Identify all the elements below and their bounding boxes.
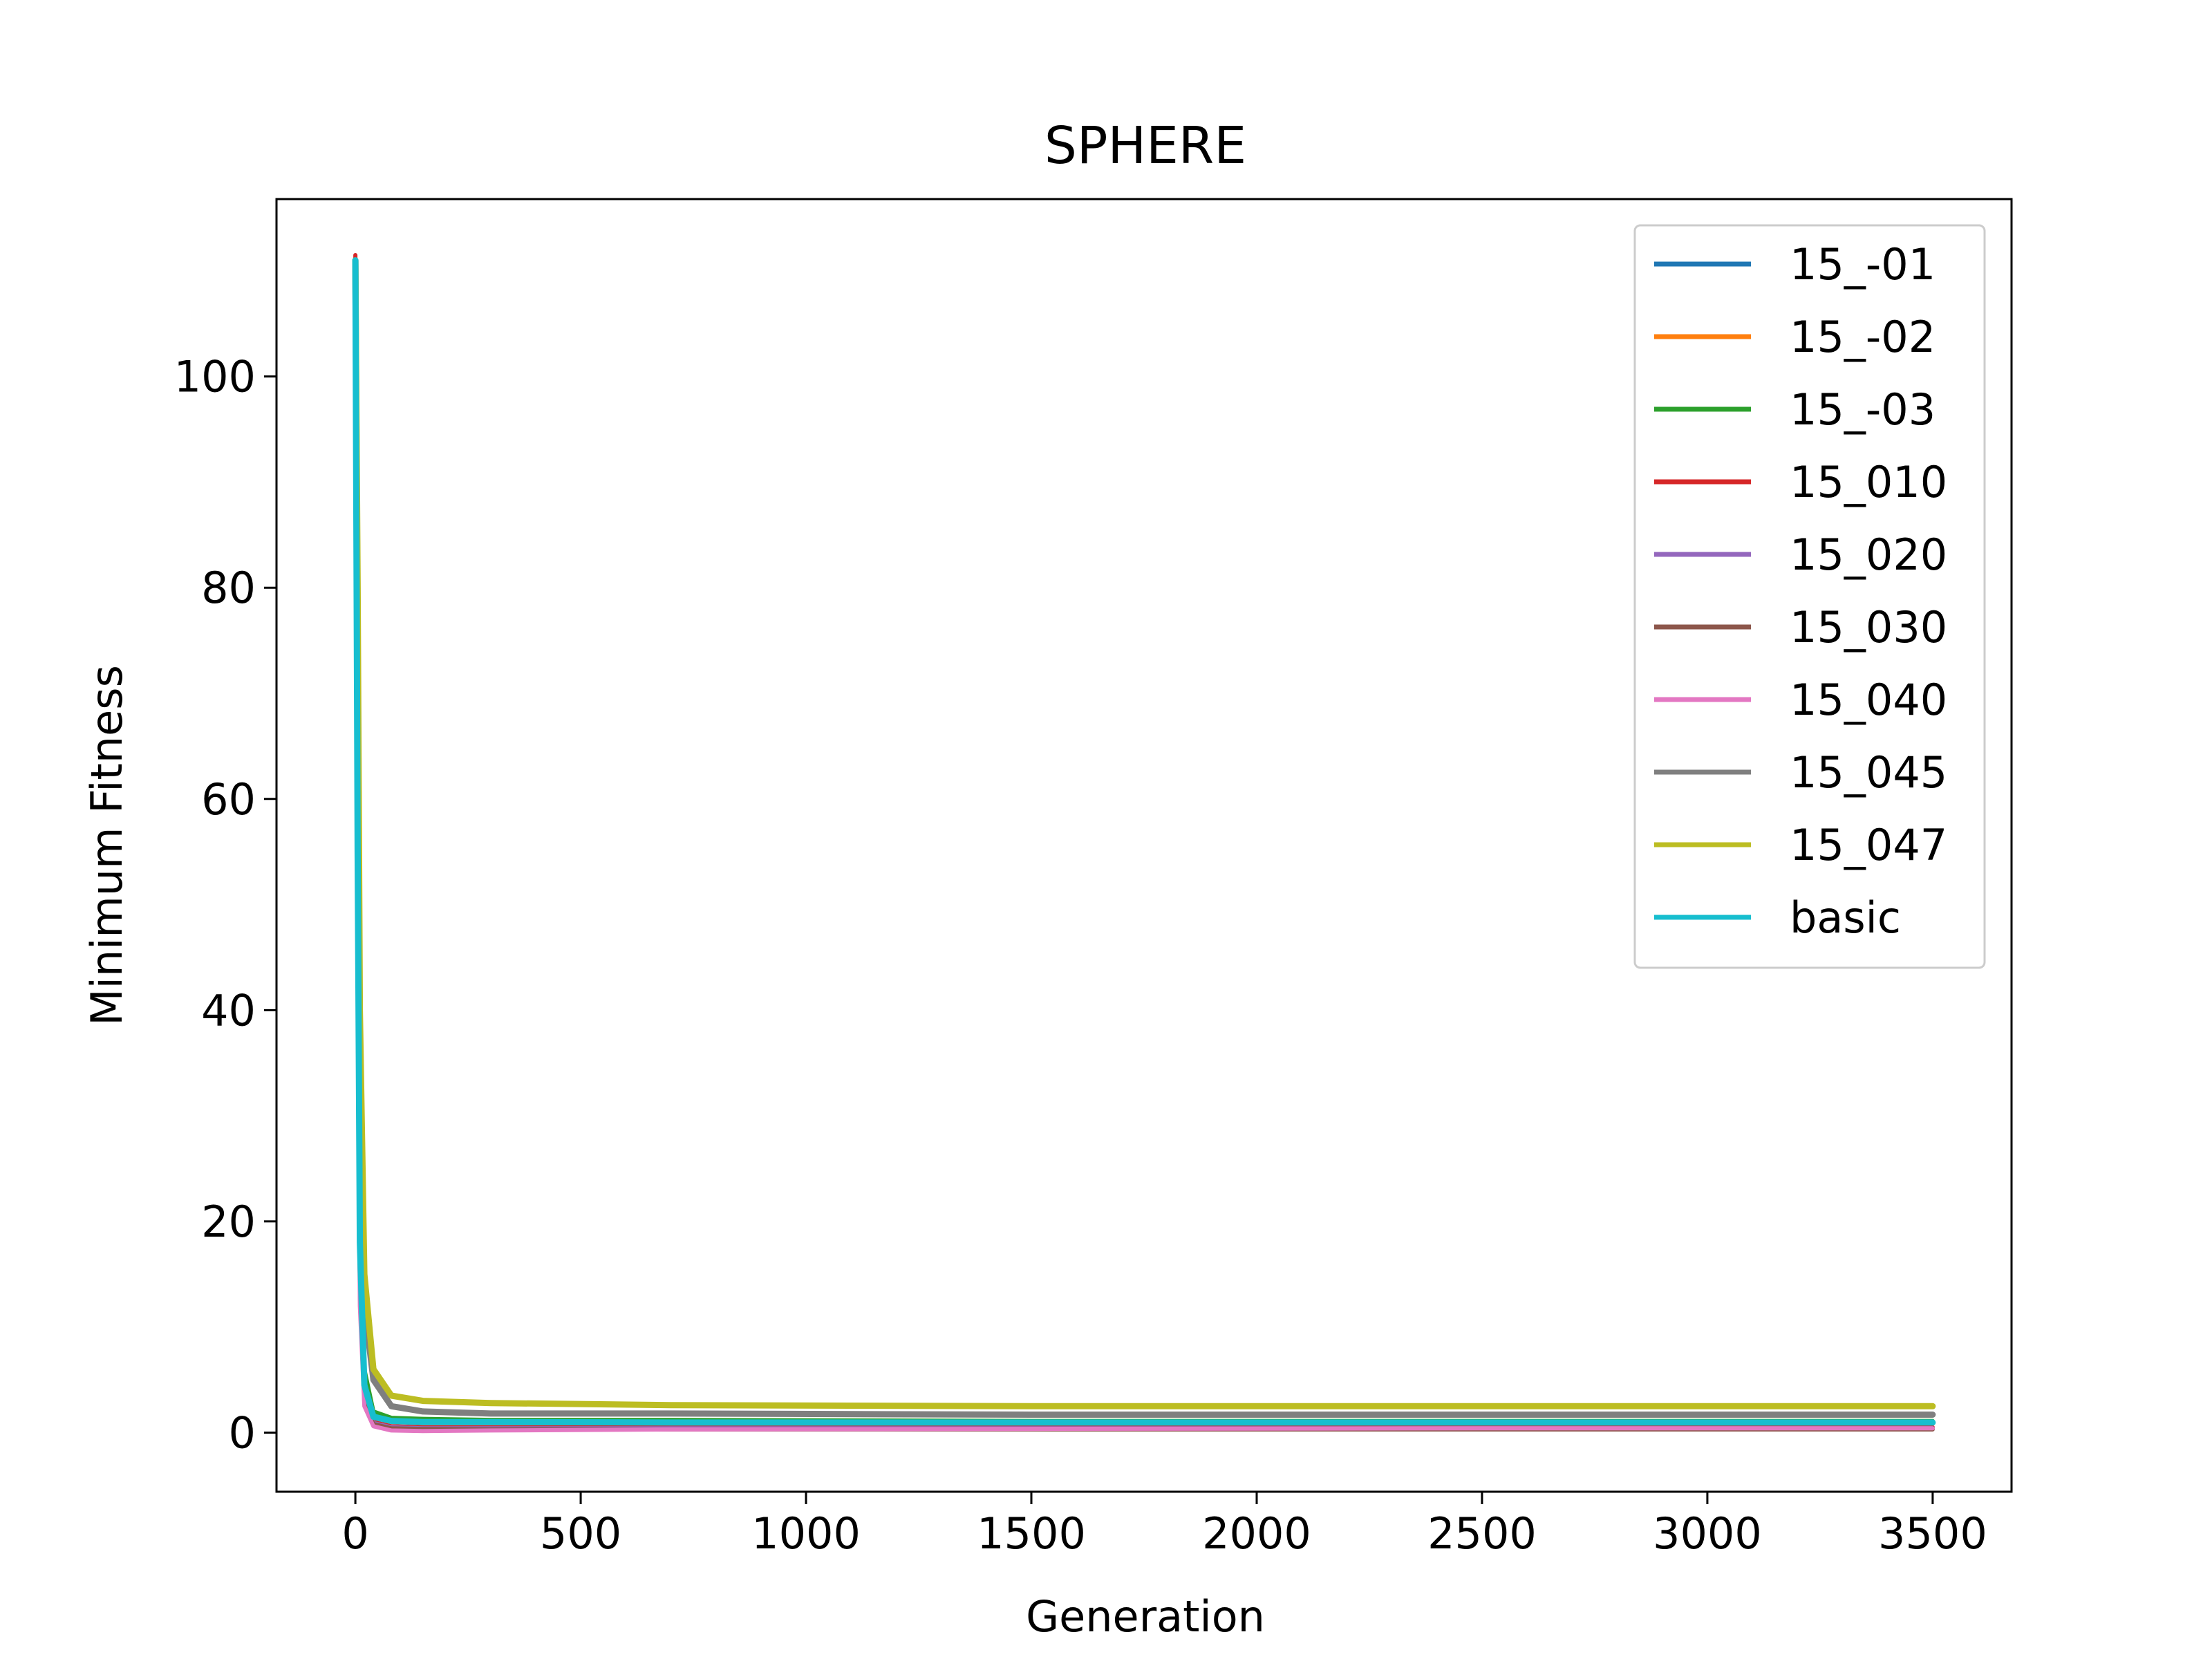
x-tick-label: 1500 [977, 1508, 1086, 1559]
x-tick-label: 1000 [751, 1508, 861, 1559]
legend-label: 15_-02 [1790, 312, 1936, 362]
legend-label: 15_010 [1790, 457, 1947, 507]
chart-title: SPHERE [1044, 116, 1246, 176]
x-tick-label: 2000 [1202, 1508, 1311, 1559]
x-axis-label: Generation [1026, 1591, 1265, 1642]
y-tick-label: 0 [229, 1407, 256, 1458]
legend-label: basic [1790, 892, 1901, 943]
x-tick-label: 3000 [1653, 1508, 1762, 1559]
plot-frame [275, 198, 2013, 1493]
y-tick-label: 20 [201, 1197, 256, 1247]
series-layer [352, 253, 1936, 1434]
legend-label: 15_020 [1790, 529, 1947, 580]
x-tick-label: 0 [341, 1508, 368, 1559]
y-axis: 0 20 40 60 80 100 [174, 352, 276, 1458]
legend: 15_-01 15_-02 15_-03 15_010 15_020 15_030 15_0… [1633, 224, 1986, 969]
legend-label: 15_045 [1790, 747, 1947, 798]
x-tick-label: 2500 [1427, 1508, 1537, 1559]
y-tick-label: 80 [201, 563, 256, 613]
legend-label: 15_040 [1790, 675, 1947, 725]
series-line-basic [352, 257, 1936, 1426]
x-axis: 0 500 1000 1500 2000 2500 3000 3500 [341, 1492, 1987, 1559]
y-tick-label: 40 [201, 985, 256, 1035]
y-axis-label: Minimum Fitness [82, 665, 132, 1026]
x-tick-label: 3500 [1878, 1508, 1987, 1559]
legend-label: 15_030 [1790, 602, 1947, 653]
legend-label: 15_-01 [1790, 239, 1936, 290]
x-tick-label: 500 [540, 1508, 621, 1559]
legend-label: 15_047 [1790, 820, 1947, 870]
plot-area [275, 198, 2013, 1493]
legend-label: 15_-03 [1790, 384, 1936, 435]
y-tick-label: 100 [174, 352, 256, 402]
y-tick-label: 60 [201, 774, 256, 825]
